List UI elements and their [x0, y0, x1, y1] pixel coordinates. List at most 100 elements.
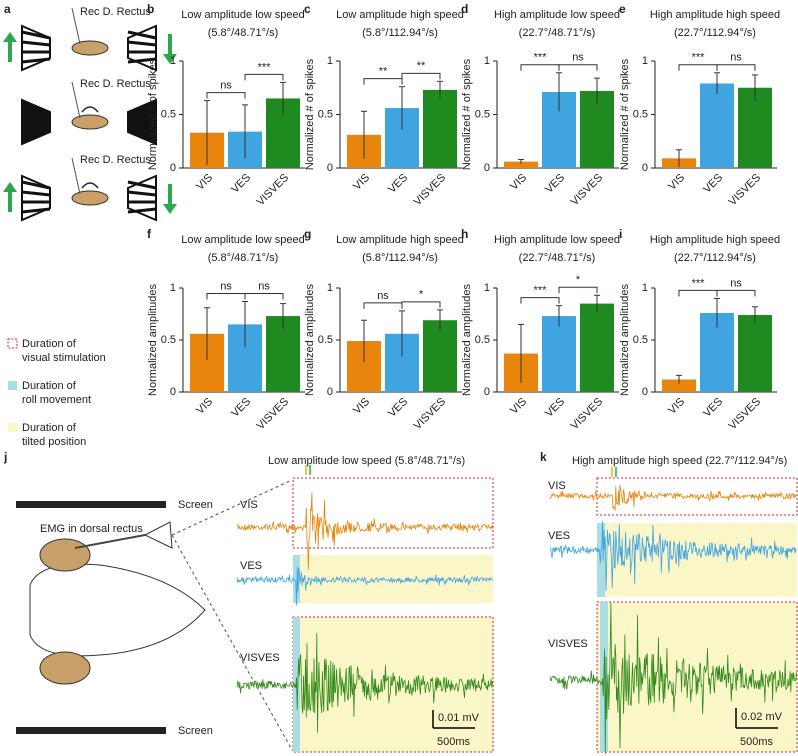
significance-bracket [244, 73, 284, 81]
emg-trace [236, 633, 493, 733]
y-tick-label: 1 [642, 55, 648, 67]
bar-chart: h High amplitude low speed (22.7°/48.71°/s… [461, 227, 620, 432]
arrow-down [163, 34, 177, 64]
chart-title: Low amplitude high speed [336, 9, 464, 21]
panel-label: d [461, 2, 468, 16]
x-tick-label: VISVES [255, 396, 292, 433]
panel-label: e [619, 2, 626, 16]
trace-label: VES [240, 560, 262, 572]
panel-label: c [304, 2, 311, 16]
roll-arrow [81, 106, 99, 113]
legend-text: Duration of [22, 422, 77, 434]
rig-diagram [3, 157, 177, 222]
stripe [127, 57, 157, 64]
significance-label: ns [572, 52, 584, 64]
stripe [127, 190, 157, 197]
fish [71, 190, 109, 206]
emg-label: EMG in dorsal rectus [40, 523, 143, 535]
x-tick-label: VIS [194, 396, 215, 417]
emg-trace [236, 566, 493, 606]
fish [71, 40, 109, 56]
stripe [127, 40, 157, 47]
screen-label: Screen [178, 499, 213, 511]
y-tick-label: 1 [484, 282, 490, 294]
significance-label: ns [220, 280, 232, 292]
scale-label: 0.02 mV [741, 711, 783, 723]
significance-bracket [678, 64, 718, 71]
bar [700, 83, 734, 168]
y-tick-label: 0 [170, 162, 176, 174]
y-tick-label: 0.5 [633, 108, 648, 120]
electrode [71, 157, 81, 195]
rec-label: Rec D. Rectus [80, 78, 151, 90]
x-tick-label: VES [229, 396, 253, 420]
y-axis-label: Normalized # of spikes [304, 58, 316, 170]
y-tick-label: 1 [327, 55, 333, 67]
panel-label: i [619, 227, 622, 241]
x-tick-label: VES [229, 172, 253, 196]
y-tick-label: 0.5 [475, 108, 490, 120]
emg-trace [549, 484, 797, 511]
x-tick-label: VISVES [727, 172, 764, 209]
significance-bracket [558, 64, 598, 71]
panel-label: j [3, 450, 7, 464]
roll-arrow [81, 182, 99, 189]
x-tick-label: VES [386, 396, 410, 420]
stripe [127, 180, 157, 190]
electrode [71, 81, 81, 119]
trace-label: VISVES [548, 638, 588, 650]
y-tick-label: 0 [327, 162, 333, 174]
bar [423, 320, 457, 392]
y-tick-label: 0.5 [633, 334, 648, 346]
bar-chart: i High amplitude high speed (22.7°/112.94°… [619, 227, 780, 432]
significance-bracket [206, 92, 246, 99]
chart-subtitle: (5.8°/48.71°/s) [208, 252, 279, 264]
x-tick-label: VISVES [412, 396, 449, 433]
arrow-up [3, 182, 17, 212]
stripe [21, 30, 51, 40]
x-tick-label: VISVES [727, 396, 764, 433]
significance-label: * [419, 289, 424, 301]
y-tick-label: 0 [170, 386, 176, 398]
stripe [127, 30, 157, 40]
scale-label: 500ms [437, 736, 471, 748]
tilt-vis-box [292, 616, 494, 753]
bar [738, 87, 772, 168]
significance-label: *** [692, 52, 706, 64]
significance-label: ** [417, 60, 426, 72]
roll-box [597, 523, 605, 597]
x-tick-label: VES [701, 172, 725, 196]
significance-bracket [558, 286, 598, 294]
y-tick-label: 0.5 [161, 334, 176, 346]
rec-label: Rec D. Rectus [80, 6, 151, 18]
significance-bracket [244, 293, 284, 300]
rig-diagram [21, 81, 157, 146]
stripe [21, 190, 51, 197]
chart-subtitle: (5.8°/48.71°/s) [208, 27, 279, 39]
panel-j: j Low amplitude low speed (5.8°/48.71°/s… [3, 450, 494, 753]
bar-chart: g Low amplitude high speed (5.8°/112.94°/s… [304, 227, 464, 432]
significance-bracket [678, 289, 718, 297]
panel-title: Low amplitude low speed (5.8°/48.71°/s) [268, 455, 465, 467]
x-tick-label: VES [701, 396, 725, 420]
y-tick-label: 1 [170, 55, 176, 67]
arrow-down [163, 184, 177, 214]
scale-label: 0.01 mV [438, 712, 480, 724]
chart-title: High amplitude low speed [494, 234, 620, 246]
panel-label: b [147, 2, 154, 16]
y-axis-label: Normalized amplitudes [619, 284, 631, 396]
y-tick-label: 0.5 [318, 108, 333, 120]
trace-label: VES [548, 530, 570, 542]
rig-diagram [3, 7, 177, 72]
chart-subtitle: (5.8°/112.94°/s) [362, 252, 438, 264]
significance-label: ns [730, 52, 742, 64]
x-tick-label: VISVES [569, 172, 606, 209]
chart-subtitle: (22.7°/48.71°/s) [519, 27, 596, 39]
significance-bracket [401, 301, 441, 308]
bar [504, 161, 538, 168]
y-tick-label: 0 [484, 162, 490, 174]
bar-chart: d High amplitude low speed (22.7°/48.71°/s… [461, 2, 620, 208]
bar [662, 379, 696, 392]
significance-label: *** [534, 285, 548, 297]
